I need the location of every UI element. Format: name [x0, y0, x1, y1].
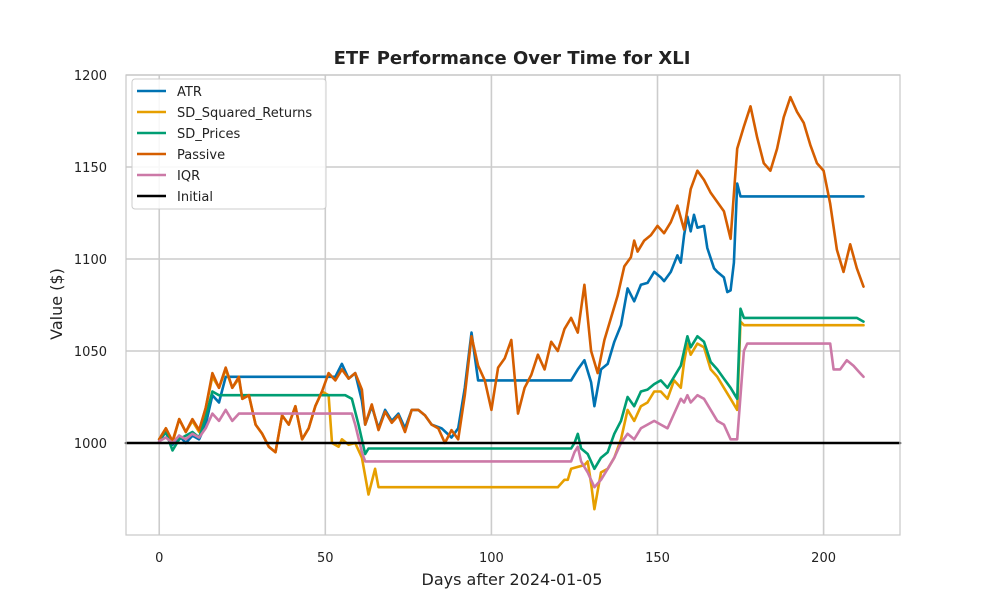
legend-label-passive: Passive: [177, 148, 225, 163]
y-axis-label: Value ($): [47, 268, 66, 340]
plot-frame: [125, 74, 901, 536]
legend-box: [131, 78, 327, 210]
x-tick-label: 0: [155, 551, 163, 566]
y-tick-label: 1200: [74, 69, 107, 84]
series-lines: [124, 95, 902, 511]
y-tick-label: 1050: [74, 345, 107, 360]
legend-label-atr: ATR: [177, 85, 202, 100]
tick-labels: 0 50 100 150 200 1000 1050 1100 1150 1200: [74, 69, 836, 566]
series-line-atr: [157, 182, 865, 447]
series-line-sd-prices: [157, 307, 865, 471]
series-line-iqr: [157, 342, 865, 489]
legend-label-initial: Initial: [177, 190, 213, 205]
y-tick-label: 1150: [74, 161, 107, 176]
chart-title: ETF Performance Over Time for XLI: [334, 48, 691, 69]
legend: ATR SD_Squared_Returns SD_Prices Passive IQR…: [131, 78, 327, 210]
x-tick-label: 50: [317, 551, 334, 566]
x-tick-label: 150: [645, 551, 670, 566]
series-line-passive: [157, 95, 865, 454]
y-tick-label: 1000: [74, 437, 107, 452]
legend-label-iqr: IQR: [177, 169, 200, 184]
x-tick-label: 100: [479, 551, 504, 566]
y-tick-label: 1100: [74, 253, 107, 268]
legend-label-sd-prices: SD_Prices: [177, 127, 240, 142]
legend-label-sd-squared-returns: SD_Squared_Returns: [177, 106, 312, 121]
x-tick-label: 200: [811, 551, 836, 566]
x-axis-label: Days after 2024-01-05: [422, 570, 603, 589]
